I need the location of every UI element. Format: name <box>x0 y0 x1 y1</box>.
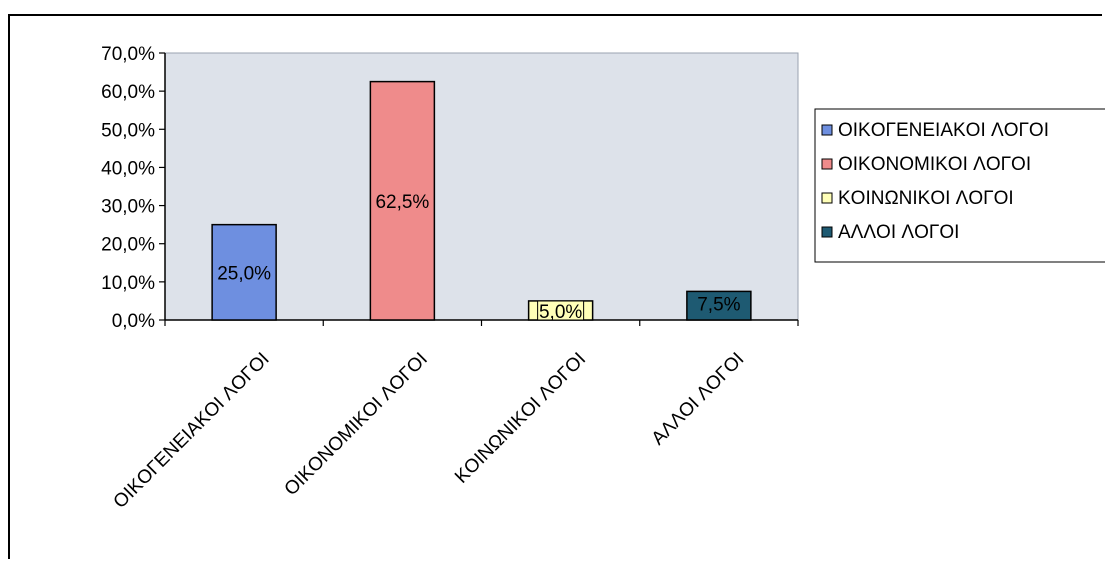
x-category-label: OIKONOMIKOI ΛOΓOI <box>281 349 432 500</box>
y-tick-label: 40,0% <box>101 158 155 179</box>
legend-swatch <box>821 158 833 170</box>
legend-label: OIKONOMIKOI ΛOΓOI <box>838 154 1031 175</box>
data-label: 5,0% <box>539 302 582 323</box>
y-tick-label: 70,0% <box>101 44 155 65</box>
data-labels: 25,0% 62,5% 5,0% 7,5% <box>217 192 740 323</box>
x-category-label: OIKOΓENEIAKOI ΛOΓOI <box>110 349 274 513</box>
y-tick-label: 60,0% <box>101 82 155 103</box>
bar <box>369 80 436 321</box>
y-tick-label: 50,0% <box>101 120 155 141</box>
legend-swatch <box>821 192 833 204</box>
data-label-box <box>537 300 585 321</box>
bar <box>686 290 752 321</box>
x-category-label: KOINΩNIKOI ΛOΓOI <box>451 349 590 488</box>
y-tick-label: 30,0% <box>101 197 155 218</box>
data-label: 7,5% <box>697 294 740 315</box>
legend-label: KOINΩNIKOI ΛOΓOI <box>838 188 1014 209</box>
legend: OIKOΓENEIAKOI ΛOΓOI OIKONOMIKOI ΛOΓOI KOIN… <box>814 108 1105 263</box>
legend-box <box>814 108 1105 263</box>
y-tick-label: 0,0% <box>112 311 155 332</box>
legend-swatch <box>821 226 833 238</box>
x-category-label: AΛΛOI ΛOΓOI <box>648 349 749 450</box>
y-tick-label: 20,0% <box>101 235 155 256</box>
legend-swatch <box>821 124 833 136</box>
y-axis-ticks: 0,0% 10,0% 20,0% 30,0% 40,0% 50,0% 60,0% 70,0% <box>101 44 165 332</box>
data-label: 25,0% <box>217 263 271 284</box>
bar <box>211 223 277 321</box>
category-labels: OIKOΓENEIAKOI ΛOΓOI OIKONOMIKOI ΛOΓOI KOIN… <box>110 349 749 513</box>
legend-label: OIKOΓENEIAKOI ΛOΓOI <box>838 120 1049 141</box>
chart-frame <box>8 14 1102 559</box>
y-tick-label: 10,0% <box>101 273 155 294</box>
legend-label: AΛΛOI ΛOΓOI <box>838 222 959 243</box>
x-axis-ticks <box>164 320 799 326</box>
data-label: 62,5% <box>375 192 429 213</box>
